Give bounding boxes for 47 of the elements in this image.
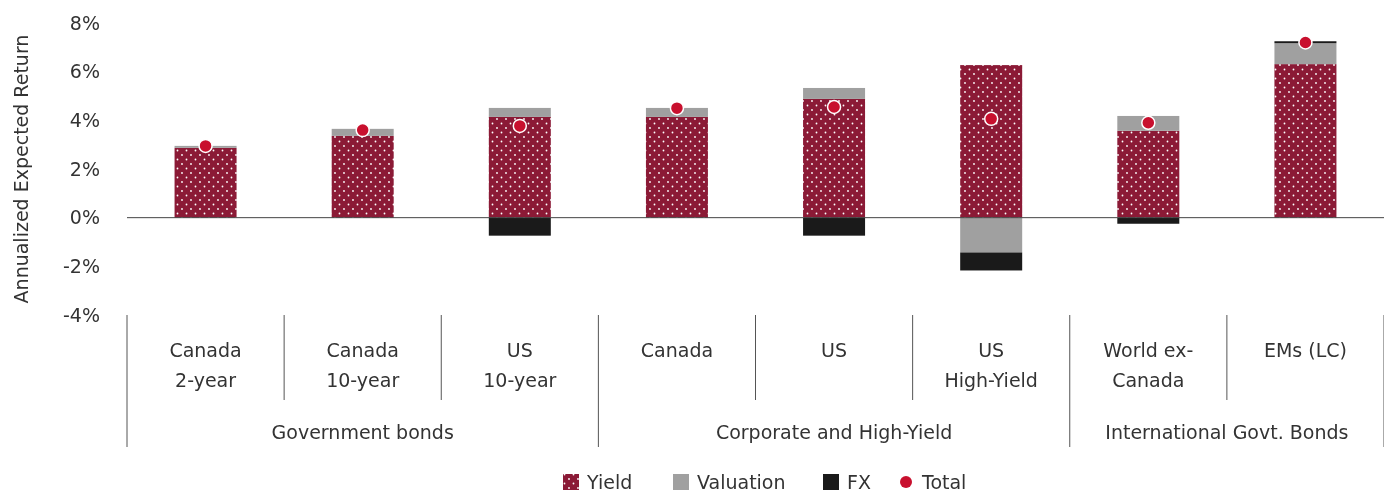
- point: [1141, 115, 1156, 131]
- point: [826, 99, 842, 115]
- x-tick-label: Canada 2-year: [169, 339, 242, 391]
- x-tick-label: US 10-year: [483, 339, 557, 391]
- bar: [1117, 130, 1180, 218]
- x-tick-label: Canada 10-year: [326, 339, 400, 391]
- text: Corporate and High-Yield: [715, 421, 953, 443]
- y-axis-title: Annualized Expected Return: [10, 34, 32, 304]
- y-tick-label: 8%: [69, 11, 100, 34]
- bar: [803, 98, 866, 218]
- y-tick-label: 6%: [69, 60, 100, 83]
- x-tick-label: World ex- Canada: [1103, 339, 1194, 391]
- x-tick-label: US High-Yield: [944, 339, 1038, 391]
- legend-label: Valuation: [697, 470, 786, 493]
- point: [198, 138, 213, 154]
- point: [512, 118, 528, 134]
- legend-label: Yield: [586, 470, 633, 493]
- x-tick-label: US: [821, 339, 848, 361]
- bar: [488, 217, 551, 236]
- bar: [488, 107, 551, 117]
- bar: [803, 87, 866, 99]
- bar: [1274, 43, 1337, 65]
- y-tick-label: 4%: [69, 108, 100, 131]
- bar: [331, 135, 394, 218]
- legend-label: Total: [921, 470, 967, 493]
- bar: [488, 116, 551, 218]
- point: [355, 122, 370, 138]
- text: Government bonds: [271, 421, 454, 443]
- y-tick-label: -2%: [63, 254, 100, 277]
- bar: [645, 116, 708, 218]
- legend-label: FX: [847, 470, 871, 493]
- bar: [960, 65, 1023, 218]
- y-tick-label: 0%: [69, 206, 100, 229]
- y-tick-label: 2%: [69, 157, 100, 180]
- point: [669, 100, 685, 116]
- point: [1298, 35, 1313, 50]
- x-tick-label: Canada: [640, 339, 714, 361]
- y-tick-label: -4%: [63, 303, 100, 326]
- bar: [174, 147, 237, 218]
- x-tick-label: EMs (LC): [1263, 339, 1347, 361]
- bar: [1117, 217, 1180, 224]
- text: International Govt. Bonds: [1105, 421, 1349, 443]
- bar: [960, 217, 1023, 253]
- point: [983, 111, 999, 127]
- bar: [1274, 64, 1337, 218]
- bar: [960, 252, 1023, 271]
- bar: [803, 217, 866, 236]
